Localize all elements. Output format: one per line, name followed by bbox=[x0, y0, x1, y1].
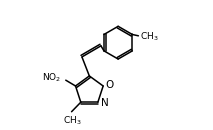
Text: CH$_3$: CH$_3$ bbox=[140, 31, 159, 43]
Text: N: N bbox=[101, 98, 108, 108]
Text: NO$_2$: NO$_2$ bbox=[42, 72, 62, 84]
Text: O: O bbox=[106, 80, 114, 90]
Text: CH$_3$: CH$_3$ bbox=[63, 115, 81, 127]
